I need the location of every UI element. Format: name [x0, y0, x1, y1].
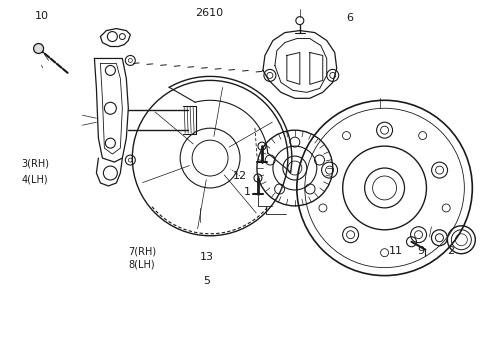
Text: 4(LH): 4(LH)	[22, 175, 48, 184]
Text: 13: 13	[200, 252, 214, 262]
Text: 6: 6	[347, 13, 354, 23]
Text: 9: 9	[417, 246, 424, 256]
Text: 2: 2	[447, 246, 454, 256]
Text: 7(RH): 7(RH)	[128, 246, 156, 256]
Circle shape	[34, 44, 44, 54]
Text: 2610: 2610	[195, 8, 223, 18]
Text: 12: 12	[233, 171, 247, 181]
Text: 1: 1	[244, 187, 251, 197]
Text: 11: 11	[388, 246, 403, 256]
Text: 5: 5	[203, 276, 210, 286]
Text: 10: 10	[35, 12, 48, 21]
Text: 3(RH): 3(RH)	[21, 159, 49, 169]
Text: 8(LH): 8(LH)	[129, 259, 155, 269]
